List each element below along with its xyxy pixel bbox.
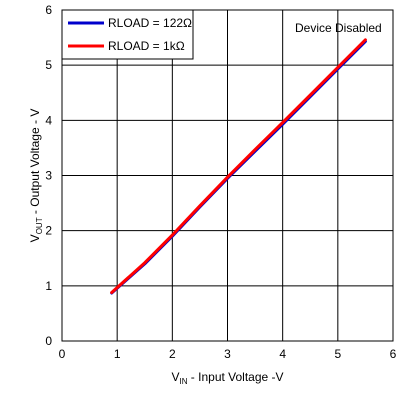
x-tick-label: 2 — [169, 347, 176, 361]
y-axis-title: VOUT - Output Voltage - V — [28, 109, 44, 243]
x-axis-title: VIN - Input Voltage -V — [171, 370, 283, 386]
x-axis-title-sub: IN — [179, 377, 187, 386]
series-lines — [110, 38, 367, 295]
x-tick-label: 6 — [390, 347, 397, 361]
legend-box — [61, 9, 194, 60]
y-tick-label: 4 — [45, 113, 52, 127]
y-axis-title-sub: OUT — [35, 217, 44, 234]
x-tick-label: 0 — [59, 347, 66, 361]
x-axis-title-main: V — [171, 370, 179, 384]
y-tick-label: 3 — [45, 169, 52, 183]
y-axis-title-main: V — [28, 234, 42, 242]
y-axis-title-rest: - Output Voltage - V — [28, 109, 42, 218]
tick-labels: 0 1 2 3 4 5 6 0 1 2 3 4 5 6 — [45, 3, 396, 361]
x-tick-label: 4 — [279, 347, 286, 361]
plot-frame — [61, 9, 394, 342]
y-tick-label: 0 — [45, 334, 52, 348]
legend: RLOAD = 122Ω RLOAD = 1kΩ — [61, 9, 194, 60]
legend-label-series-1: RLOAD = 122Ω — [108, 16, 192, 30]
series-line-2 — [110, 38, 367, 294]
annotation-device-disabled: Device Disabled — [295, 21, 382, 35]
y-tick-label: 5 — [45, 58, 52, 72]
y-tick-label: 2 — [45, 224, 52, 238]
x-tick-label: 1 — [114, 347, 121, 361]
y-tick-label: 1 — [45, 279, 52, 293]
y-tick-label: 6 — [45, 3, 52, 17]
legend-label-series-2: RLOAD = 1kΩ — [108, 39, 185, 53]
x-tick-label: 5 — [334, 347, 341, 361]
x-tick-label: 3 — [224, 347, 231, 361]
x-axis-title-rest: - Input Voltage -V — [187, 370, 283, 384]
